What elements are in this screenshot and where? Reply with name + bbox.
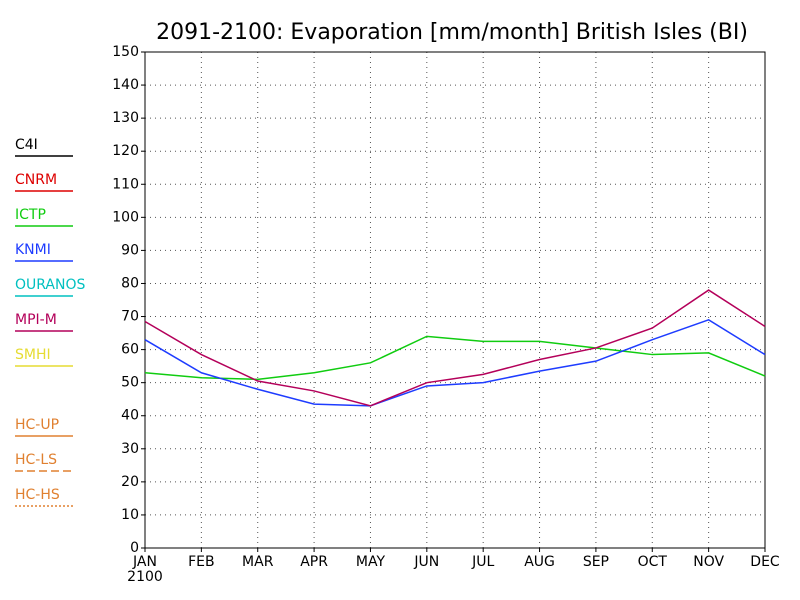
- legend-label: CNRM: [15, 172, 57, 188]
- x-tick-label: MAY: [356, 554, 386, 570]
- y-tick-label: 80: [121, 275, 139, 291]
- x-tick-label: MAR: [242, 554, 274, 570]
- y-tick-label: 110: [112, 176, 139, 192]
- x-sublabel: 2100: [127, 569, 163, 585]
- chart-title: 2091-2100: Evaporation [mm/month] Britis…: [156, 20, 748, 45]
- y-tick-label: 100: [112, 209, 139, 225]
- x-tick-label: JUN: [413, 554, 439, 570]
- legend-label: OURANOS: [15, 277, 85, 293]
- y-tick-label: 120: [112, 143, 139, 159]
- y-tick-label: 90: [121, 242, 139, 258]
- x-tick-label: JAN: [132, 554, 157, 570]
- y-tick-label: 70: [121, 309, 139, 325]
- x-tick-label: NOV: [693, 554, 724, 570]
- legend-label: C4I: [15, 137, 38, 153]
- series-line: [144, 335, 766, 381]
- x-tick-label: APR: [300, 554, 328, 570]
- y-tick-label: 150: [112, 44, 139, 60]
- x-tick-label: DEC: [750, 554, 780, 570]
- legend-label: MPI-M: [15, 312, 57, 328]
- x-tick-label: OCT: [638, 554, 668, 570]
- y-tick-label: 130: [112, 110, 139, 126]
- legend-label: HC-LS: [15, 452, 57, 468]
- y-tick-label: 50: [121, 375, 139, 391]
- legend-label: SMHI: [15, 347, 51, 363]
- series-line: [144, 319, 766, 407]
- x-tick-label: FEB: [188, 554, 215, 570]
- y-tick-label: 20: [121, 474, 139, 490]
- legend-label: KNMI: [15, 242, 51, 258]
- x-tick-label: JUL: [471, 554, 494, 570]
- y-tick-label: 60: [121, 342, 139, 358]
- y-tick-label: 140: [112, 77, 139, 93]
- x-tick-label: AUG: [524, 554, 555, 570]
- x-tick-label: SEP: [583, 554, 609, 570]
- legend-label: HC-HS: [15, 487, 60, 503]
- y-tick-label: 0: [130, 540, 139, 556]
- legend-label: HC-UP: [15, 417, 59, 433]
- y-tick-label: 10: [121, 507, 139, 523]
- plot-frame: [144, 51, 766, 549]
- legend-label: ICTP: [15, 207, 46, 223]
- series-line: [144, 289, 766, 407]
- y-tick-label: 40: [121, 408, 139, 424]
- y-tick-label: 30: [121, 441, 139, 457]
